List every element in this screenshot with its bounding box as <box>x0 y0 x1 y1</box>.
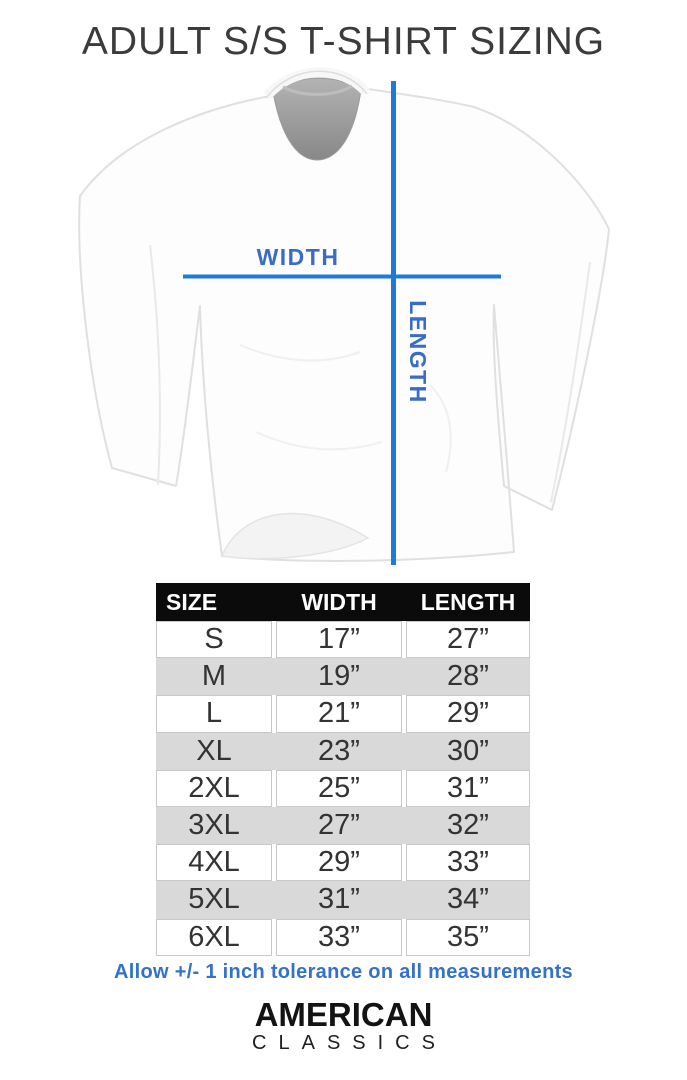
brand-line2: CLASSICS <box>252 1032 447 1054</box>
right-cuff-seam <box>550 261 591 503</box>
left-cuff-seam <box>149 244 161 486</box>
table-row-5xl: 5XL 31” 34” <box>156 881 530 919</box>
table-row-3xl: 3XL 27” 32” <box>156 806 530 845</box>
size-cell: M <box>201 660 227 693</box>
table-row-6xl: 6XL 33” 35” <box>156 918 530 956</box>
length-cell: 32” <box>447 809 489 842</box>
size-cell: S <box>156 621 272 659</box>
width-cell: 29” <box>276 844 402 882</box>
table-row-m: M 19” 28” <box>156 658 530 696</box>
size-cell: 5XL <box>188 883 240 916</box>
wrinkle <box>429 384 452 473</box>
length-label: LENGTH <box>405 300 431 404</box>
size-table: SIZE WIDTH LENGTH S 17” 27” M 19” 28” L … <box>156 583 530 956</box>
tolerance-note: Allow +/- 1 inch tolerance on all measur… <box>114 961 573 983</box>
width-cell: 25” <box>276 769 402 807</box>
hem-fold <box>220 512 370 560</box>
table-header-row: SIZE WIDTH LENGTH <box>156 583 530 621</box>
size-cell: L <box>156 695 272 733</box>
size-cell: 2XL <box>156 769 272 807</box>
brand-logo: AMERICAN CLASSICS <box>0 998 687 1053</box>
table-row-l: L 21” 29” <box>156 695 530 733</box>
table-row-s: S 17” 27” <box>156 621 530 659</box>
width-cell: 33” <box>276 918 402 956</box>
length-cell: 28” <box>447 660 489 693</box>
header-length: LENGTH <box>420 588 516 615</box>
width-cell: 21” <box>276 695 402 733</box>
shirt-body <box>78 76 610 562</box>
width-cell: 19” <box>318 660 360 693</box>
width-label: WIDTH <box>257 244 340 270</box>
tshirt-illustration: WIDTH LENGTH <box>78 67 610 565</box>
collar-band-edge <box>265 70 368 99</box>
size-cell: XL <box>196 734 232 767</box>
width-cell: 27” <box>318 809 360 842</box>
size-cell: 3XL <box>188 809 240 842</box>
wrinkle <box>255 431 383 451</box>
table-row-xl: XL 23” 30” <box>156 732 530 770</box>
length-cell: 33” <box>406 844 530 882</box>
wrinkle <box>239 344 361 362</box>
table-row-2xl: 2XL 25” 31” <box>156 769 530 807</box>
length-cell: 27” <box>406 621 530 659</box>
size-cell: 6XL <box>156 918 272 956</box>
length-cell: 34” <box>447 883 489 916</box>
collar-back-line <box>282 84 353 96</box>
width-cell: 31” <box>318 883 360 916</box>
brand-line1: AMERICAN <box>254 996 433 1033</box>
table-row-4xl: 4XL 29” 33” <box>156 844 530 882</box>
page-title: ADULT S/S T-SHIRT SIZING <box>81 20 606 63</box>
width-cell: 17” <box>276 621 402 659</box>
width-cell: 23” <box>318 734 360 767</box>
collar-inner-neck <box>272 77 362 161</box>
length-cell: 29” <box>406 695 530 733</box>
header-width: WIDTH <box>301 588 377 615</box>
size-cell: 4XL <box>156 844 272 882</box>
length-cell: 35” <box>406 918 530 956</box>
length-cell: 31” <box>406 769 530 807</box>
header-size: SIZE <box>166 588 218 615</box>
length-cell: 30” <box>447 734 489 767</box>
